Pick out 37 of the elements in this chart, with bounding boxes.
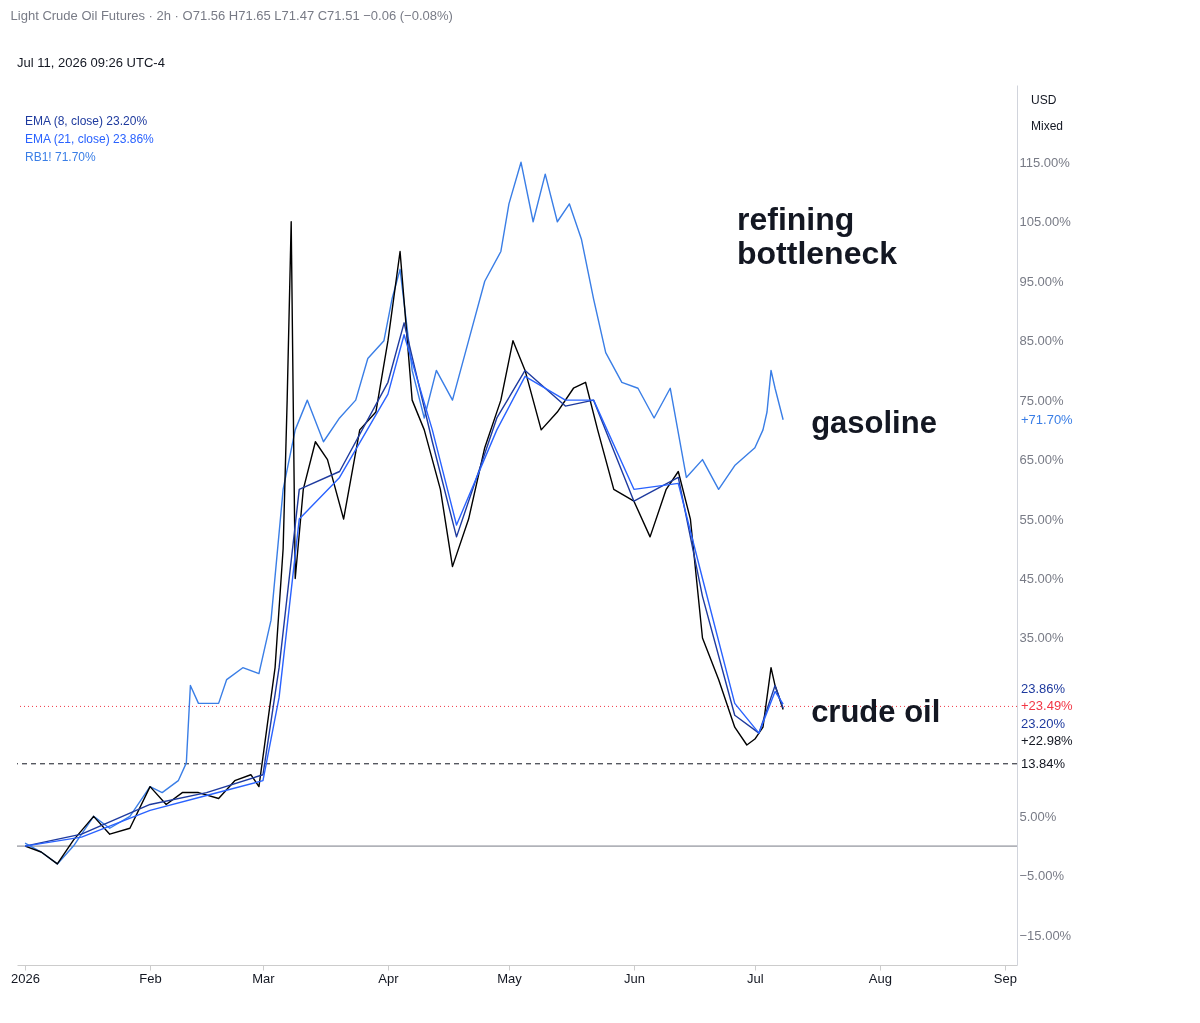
- x-tick-label: Sep: [993, 970, 1017, 986]
- x-tick-label: May: [497, 970, 523, 986]
- text: +71.70%: [1021, 412, 1074, 427]
- y-tick-label: −15.00%: [1019, 927, 1072, 943]
- x-tick-label: Feb: [139, 970, 162, 986]
- text: Jul 11, 2026 09:26 UTC-4: [17, 55, 165, 70]
- x-tick-label: Apr: [378, 970, 400, 986]
- y-tick-label: 85.00%: [1019, 333, 1065, 349]
- chart-title: Light Crude Oil Futures · 2h · O71.56 H71.65 L71.47 C71.51 −0.06 (−0.08%): [10, 8, 453, 23]
- y-tick-label: 95.00%: [1019, 273, 1065, 289]
- y-tick-label: −5.00%: [1019, 868, 1065, 884]
- y-tick-label: 35.00%: [1019, 630, 1065, 646]
- y-tick-label: 115.00%: [1019, 154, 1071, 170]
- text: Mixed: [1031, 119, 1064, 133]
- x-tick-label: 2026: [11, 970, 41, 986]
- annotation: EMA (21, close) 23.86%: [25, 132, 155, 146]
- annotation: EMA (8, close) 23.20%: [25, 114, 148, 128]
- y-tick-label: 75.00%: [1019, 392, 1065, 408]
- text: 23.20%: [1021, 716, 1066, 731]
- y-tick-label: 65.00%: [1019, 452, 1065, 468]
- annotation: RB1! 71.70%: [25, 150, 97, 164]
- text: 23.86%: [1021, 681, 1066, 696]
- ref-line-label: 13.84%: [1021, 755, 1066, 771]
- x-tick-label: Mar: [252, 970, 276, 986]
- ref-line-label: +23.49%: [1021, 698, 1074, 714]
- y-tick-label: 5.00%: [1019, 808, 1057, 824]
- y-tick-label: 45.00%: [1019, 571, 1065, 587]
- series-label: gasoline: [811, 404, 937, 440]
- text: +22.98%: [1021, 733, 1074, 748]
- annotation: refining bottleneck: [737, 201, 898, 271]
- y-tick-label: 55.00%: [1019, 511, 1065, 527]
- x-tick-label: Jun: [623, 970, 645, 986]
- x-tick-label: Aug: [868, 970, 892, 986]
- x-tick-label: Jul: [747, 970, 764, 986]
- series-label: crude oil: [811, 694, 941, 730]
- y-tick-label: 105.00%: [1019, 214, 1072, 230]
- text: USD: [1031, 93, 1057, 107]
